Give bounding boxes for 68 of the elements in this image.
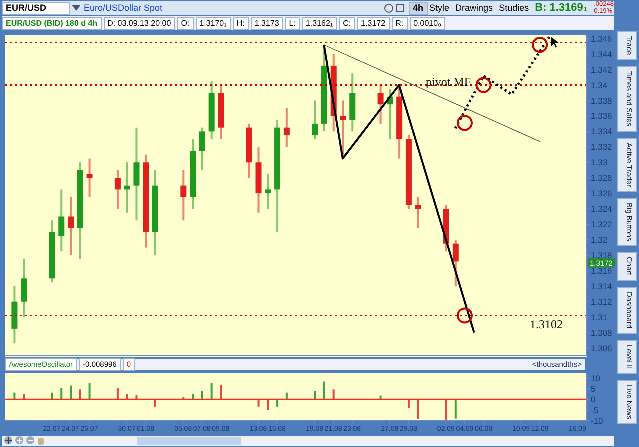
bar [60, 388, 63, 400]
bar [454, 400, 457, 419]
y-tick-label: 1.306 [591, 343, 613, 354]
text: 1.3162₁ [302, 16, 338, 30]
ref-line-label: pivot MF [426, 74, 472, 89]
y-tick-label: 10 [591, 373, 601, 384]
y-tick-label: 1.33 [591, 158, 608, 168]
bar [210, 383, 213, 400]
point [532, 37, 548, 54]
y-tick-label: 1.308 [591, 328, 613, 338]
text: Style [430, 3, 450, 13]
bar [267, 400, 270, 410]
y-tick-label: -10 [591, 416, 604, 426]
text: 1.3170₁ [196, 16, 231, 30]
y-tick-label: 1.322 [591, 220, 613, 230]
y-tick-label: 0 [591, 394, 596, 405]
bar [79, 390, 82, 400]
text: 1.3173 [250, 16, 284, 30]
text: Studies [499, 3, 530, 13]
y-tick-label: 1.32 [591, 234, 608, 245]
y-tick-label: 1.338 [591, 96, 613, 106]
bar [70, 386, 72, 400]
y-tick-label: 1.312 [591, 296, 613, 307]
text: R: [392, 16, 408, 30]
text: Drawings [456, 3, 494, 13]
y-tick-label: 1.342 [591, 64, 613, 75]
y-tick-label: 1.31 [591, 312, 608, 322]
y-tick-label: 1.324 [591, 204, 613, 214]
bar [332, 390, 335, 400]
text: 4h [409, 2, 428, 14]
text: 1.3172 [357, 16, 390, 30]
bar [417, 400, 420, 420]
bar [323, 382, 326, 400]
bar [314, 391, 316, 400]
bar [201, 391, 204, 400]
text: D: 03.09.13 20:00 [104, 16, 176, 30]
text: L: [285, 16, 300, 30]
chart-title: EUR/USD (BID) 180 d 4h [2, 16, 102, 30]
y-tick-label: 1.336 [591, 111, 613, 122]
text: EUR/USD [2, 2, 70, 14]
y-tick-label: 1.328 [591, 173, 613, 184]
point [476, 77, 492, 94]
point [456, 308, 473, 324]
text: B: 1.3169₁ [535, 2, 588, 14]
ref-line-label: 1.3102 [530, 317, 563, 332]
y-tick-label: -5 [591, 405, 599, 416]
line-series [454, 36, 551, 130]
bar [446, 400, 448, 421]
y-tick-label: 1.346 [591, 34, 613, 44]
line-series [323, 44, 476, 334]
y-tick-label: 1.314 [591, 281, 613, 292]
y-tick-label: 1.334 [591, 126, 613, 137]
bar [116, 388, 119, 400]
text: 0.0010₀ [410, 16, 446, 30]
text: H: [232, 16, 249, 30]
y-tick-label: 1.332 [591, 142, 613, 152]
text: O: [177, 16, 194, 30]
y-tick-label: 1.326 [591, 188, 613, 199]
y-tick-label: 5 [591, 384, 596, 394]
point [456, 115, 473, 132]
y-tick-label: 1.316 [591, 266, 613, 276]
text: C: [339, 16, 356, 30]
text: Euro/USDollar Spot [84, 3, 163, 13]
y-tick-label: 1.318 [591, 250, 613, 260]
bar [88, 383, 91, 400]
bar [220, 384, 222, 400]
y-tick-label: 1.344 [591, 49, 613, 60]
y-tick-label: 1.34 [591, 80, 608, 90]
